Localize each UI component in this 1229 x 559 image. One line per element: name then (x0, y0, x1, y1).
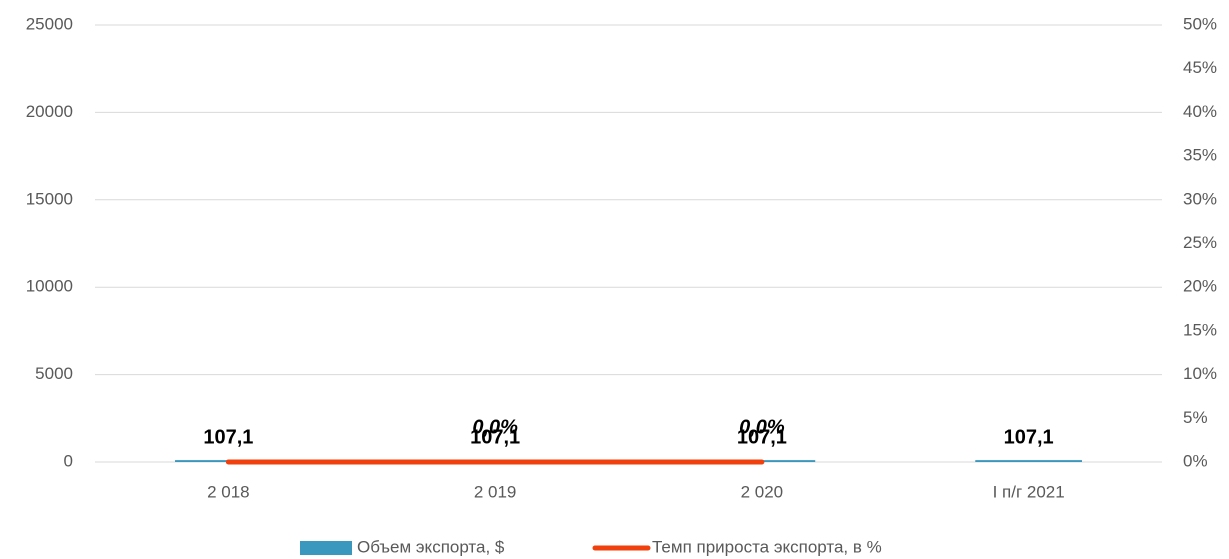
y2-tick-label: 45% (1183, 58, 1217, 77)
y2-tick-label: 40% (1183, 102, 1217, 121)
y2-tick-label: 35% (1183, 146, 1217, 165)
legend-label: Темп прироста экспорта, в % (652, 537, 882, 556)
data-label: 107,1 (470, 426, 520, 448)
data-label: 107,1 (1004, 426, 1054, 448)
data-label: 0,0% (739, 416, 785, 438)
y2-tick-label: 10% (1183, 364, 1217, 383)
y2-tick-label: 15% (1183, 320, 1217, 339)
x-tick-label: I п/г 2021 (993, 482, 1065, 501)
y-tick-label: 0 (64, 451, 73, 470)
y-tick-label: 20000 (26, 102, 73, 121)
data-label: 107,1 (737, 426, 787, 448)
y2-tick-label: 5% (1183, 408, 1208, 427)
data-label: 0,0% (472, 416, 518, 438)
data-label: 107,1 (203, 426, 253, 448)
y-tick-label: 10000 (26, 277, 73, 296)
y2-tick-label: 0% (1183, 451, 1208, 470)
legend-swatch (300, 541, 352, 555)
y-tick-label: 5000 (35, 364, 73, 383)
x-tick-label: 2 018 (207, 482, 250, 501)
y-tick-label: 25000 (26, 14, 73, 33)
legend-label: Объем экспорта, $ (357, 537, 505, 556)
x-tick-label: 2 020 (741, 482, 784, 501)
y2-tick-label: 25% (1183, 233, 1217, 252)
x-tick-label: 2 019 (474, 482, 517, 501)
y-tick-label: 15000 (26, 189, 73, 208)
bar (975, 460, 1082, 462)
y2-tick-label: 30% (1183, 189, 1217, 208)
y2-tick-label: 20% (1183, 277, 1217, 296)
y2-tick-label: 50% (1183, 14, 1217, 33)
